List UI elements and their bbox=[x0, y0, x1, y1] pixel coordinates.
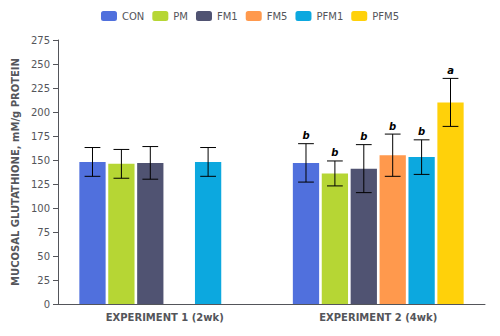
svg-text:250: 250 bbox=[31, 59, 50, 70]
svg-text:0: 0 bbox=[44, 299, 50, 310]
svg-text:FM1: FM1 bbox=[217, 11, 238, 22]
svg-text:CON: CON bbox=[122, 11, 144, 22]
svg-text:150: 150 bbox=[31, 155, 50, 166]
svg-text:PFM1: PFM1 bbox=[316, 11, 343, 22]
svg-text:FM5: FM5 bbox=[267, 11, 288, 22]
svg-text:125: 125 bbox=[31, 179, 50, 190]
svg-text:EXPERIMENT 1 (2wk): EXPERIMENT 1 (2wk) bbox=[106, 312, 224, 323]
svg-text:75: 75 bbox=[37, 227, 50, 238]
svg-text:50: 50 bbox=[37, 251, 50, 262]
svg-text:b: b bbox=[302, 130, 309, 141]
svg-text:100: 100 bbox=[31, 203, 50, 214]
svg-text:b: b bbox=[418, 126, 425, 137]
svg-text:225: 225 bbox=[31, 83, 50, 94]
svg-text:PM: PM bbox=[173, 11, 188, 22]
svg-text:275: 275 bbox=[31, 35, 50, 46]
svg-text:PFM5: PFM5 bbox=[372, 11, 399, 22]
svg-text:MUCOSAL GLUTATHIONE, mM/g PROT: MUCOSAL GLUTATHIONE, mM/g PROTEIN bbox=[10, 58, 21, 286]
svg-text:200: 200 bbox=[31, 107, 50, 118]
svg-text:EXPERIMENT 2 (4wk): EXPERIMENT 2 (4wk) bbox=[319, 312, 437, 323]
svg-text:a: a bbox=[447, 65, 454, 76]
svg-text:25: 25 bbox=[37, 275, 50, 286]
svg-text:b: b bbox=[389, 121, 396, 132]
svg-text:175: 175 bbox=[31, 131, 50, 142]
svg-text:b: b bbox=[331, 147, 338, 158]
svg-text:b: b bbox=[360, 131, 367, 142]
